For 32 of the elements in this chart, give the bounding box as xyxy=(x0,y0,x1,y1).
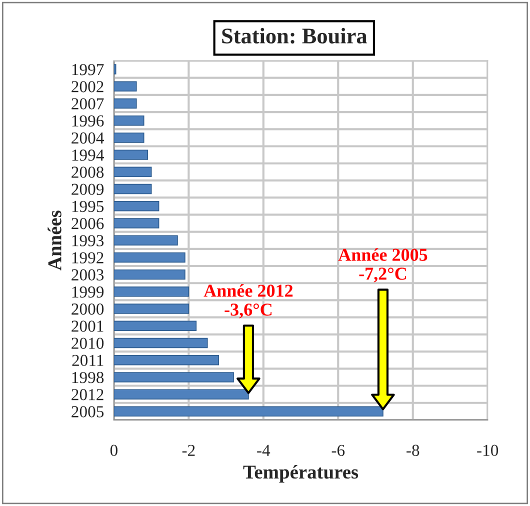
x-tick-label: -10 xyxy=(477,444,498,456)
y-axis-title: Années xyxy=(48,210,62,270)
y-tick-label: 2011 xyxy=(72,354,104,366)
chart-title: Station: Bouira xyxy=(222,28,367,44)
y-tick-label: 2007 xyxy=(72,98,104,110)
x-tick-label: -4 xyxy=(257,444,270,456)
y-tick-label: 2005 xyxy=(72,406,104,418)
y-tick-label: 2006 xyxy=(72,218,104,230)
x-axis-title: Températures xyxy=(243,464,358,483)
y-tick-label: 1997 xyxy=(72,64,104,76)
y-tick-label: 1999 xyxy=(72,286,104,298)
y-tick-label: 2001 xyxy=(72,320,104,332)
y-tick-label: 1998 xyxy=(72,372,104,384)
y-tick-label: 1993 xyxy=(72,235,104,246)
x-tick-label: -6 xyxy=(332,444,345,456)
y-tick-label: 2010 xyxy=(72,338,104,349)
y-tick-label: 2009 xyxy=(72,184,104,195)
y-tick-label: 1992 xyxy=(72,252,104,264)
y-tick-label: 2002 xyxy=(72,81,104,92)
y-tick-label: 2000 xyxy=(72,303,104,315)
y-tick-label: 2008 xyxy=(72,166,104,178)
y-tick-label: 2004 xyxy=(72,132,104,144)
y-tick-label: 2003 xyxy=(72,269,104,281)
y-tick-label: 1995 xyxy=(72,200,104,212)
x-tick-label: -2 xyxy=(182,444,195,456)
y-tick-label: 1996 xyxy=(72,115,104,127)
annotation: Année 2005 -7,2°C xyxy=(338,248,428,282)
x-tick-label: -8 xyxy=(406,444,420,456)
y-tick-label: 2012 xyxy=(72,389,104,400)
x-tick-label: 0 xyxy=(110,444,118,456)
y-tick-label: 1994 xyxy=(72,150,104,161)
annotation: Année 2012 -3,6°C xyxy=(204,284,293,318)
